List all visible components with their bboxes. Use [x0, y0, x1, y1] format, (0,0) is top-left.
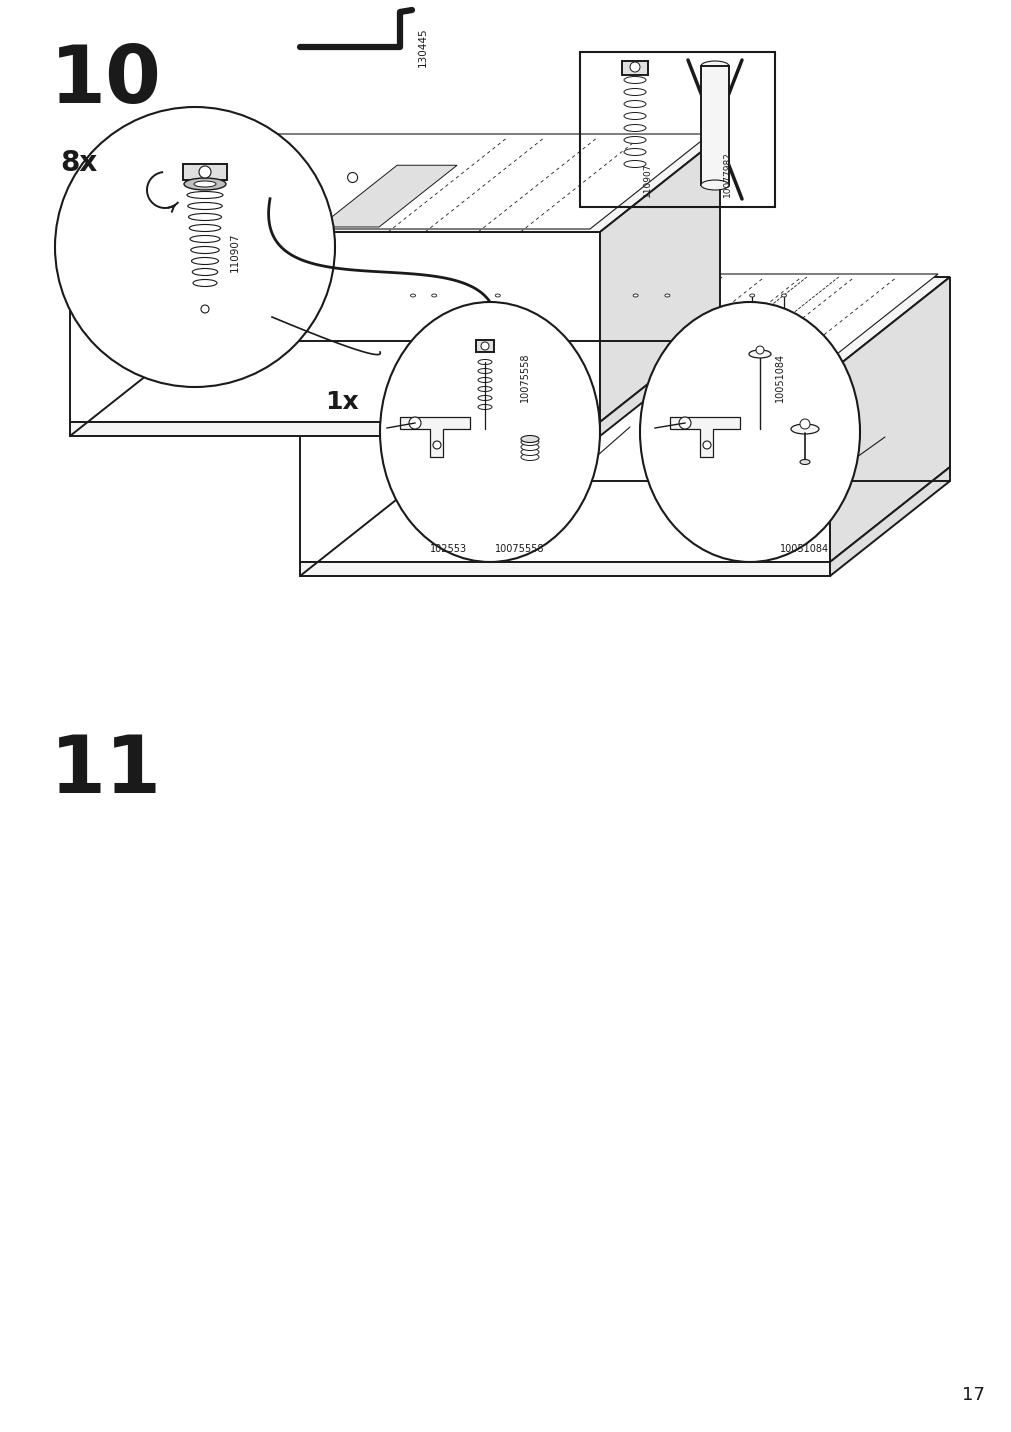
Ellipse shape	[184, 178, 225, 190]
Circle shape	[630, 62, 639, 72]
Ellipse shape	[664, 294, 669, 296]
Polygon shape	[829, 276, 949, 561]
Ellipse shape	[477, 404, 491, 410]
Polygon shape	[600, 326, 719, 435]
Ellipse shape	[521, 438, 539, 445]
Circle shape	[755, 347, 763, 354]
Text: 10075558: 10075558	[520, 352, 530, 402]
Circle shape	[347, 172, 357, 182]
Text: 130445: 130445	[418, 27, 428, 67]
Ellipse shape	[701, 180, 728, 190]
Text: 110907: 110907	[642, 162, 651, 198]
Polygon shape	[299, 276, 949, 372]
Ellipse shape	[477, 359, 491, 365]
Polygon shape	[70, 137, 719, 232]
Ellipse shape	[791, 424, 818, 434]
Text: 10075558: 10075558	[494, 544, 544, 554]
Ellipse shape	[800, 460, 809, 464]
Ellipse shape	[624, 100, 645, 107]
Circle shape	[800, 420, 809, 430]
Polygon shape	[318, 165, 457, 228]
Ellipse shape	[432, 294, 437, 296]
Ellipse shape	[477, 395, 491, 401]
Ellipse shape	[187, 192, 222, 199]
Polygon shape	[70, 422, 600, 435]
Ellipse shape	[748, 349, 770, 358]
Ellipse shape	[639, 302, 859, 561]
Ellipse shape	[379, 302, 600, 561]
Circle shape	[408, 417, 421, 430]
Text: 10: 10	[50, 42, 162, 120]
Circle shape	[199, 166, 210, 178]
Ellipse shape	[477, 368, 491, 374]
Text: 10051084: 10051084	[774, 352, 785, 401]
Text: 11: 11	[50, 732, 162, 811]
Text: 10077982: 10077982	[722, 152, 731, 198]
Ellipse shape	[190, 246, 219, 253]
Text: 1x: 1x	[325, 390, 358, 414]
Circle shape	[480, 342, 488, 349]
Bar	[183, 165, 226, 180]
Ellipse shape	[624, 125, 645, 132]
Ellipse shape	[188, 213, 221, 221]
Ellipse shape	[477, 387, 491, 391]
Ellipse shape	[624, 160, 645, 168]
Ellipse shape	[477, 378, 491, 382]
Ellipse shape	[624, 149, 645, 156]
Ellipse shape	[191, 258, 218, 265]
Ellipse shape	[701, 62, 728, 72]
Bar	[622, 62, 647, 74]
Polygon shape	[299, 561, 829, 576]
Ellipse shape	[624, 136, 645, 143]
Circle shape	[433, 441, 441, 450]
Ellipse shape	[188, 202, 222, 209]
Circle shape	[215, 172, 224, 182]
Polygon shape	[80, 135, 710, 229]
Bar	[701, 66, 728, 185]
Polygon shape	[399, 417, 469, 457]
Polygon shape	[600, 137, 719, 422]
Ellipse shape	[190, 235, 219, 242]
Circle shape	[678, 417, 691, 430]
Circle shape	[703, 441, 711, 450]
Text: 10051084: 10051084	[779, 544, 828, 554]
Text: 102553: 102553	[430, 544, 467, 554]
Ellipse shape	[521, 435, 539, 442]
Bar	[475, 339, 493, 352]
Ellipse shape	[521, 448, 539, 455]
Ellipse shape	[410, 294, 416, 296]
Polygon shape	[311, 274, 937, 369]
Ellipse shape	[189, 225, 220, 232]
Ellipse shape	[780, 294, 786, 296]
Text: 110907: 110907	[229, 232, 240, 272]
Ellipse shape	[521, 454, 539, 461]
Text: 17: 17	[961, 1386, 984, 1403]
Polygon shape	[313, 301, 477, 367]
Ellipse shape	[749, 294, 754, 296]
Ellipse shape	[193, 279, 216, 286]
Ellipse shape	[633, 294, 638, 296]
Polygon shape	[549, 301, 703, 367]
Ellipse shape	[521, 444, 539, 451]
Ellipse shape	[624, 76, 645, 83]
Polygon shape	[70, 232, 600, 422]
Circle shape	[201, 305, 209, 314]
Polygon shape	[299, 372, 829, 561]
Ellipse shape	[494, 294, 499, 296]
Ellipse shape	[192, 269, 217, 275]
Bar	[579, 52, 774, 208]
Polygon shape	[82, 165, 235, 228]
Polygon shape	[669, 417, 739, 457]
Circle shape	[55, 107, 335, 387]
Ellipse shape	[194, 180, 215, 188]
Polygon shape	[829, 467, 949, 576]
Ellipse shape	[624, 89, 645, 96]
Ellipse shape	[624, 113, 645, 119]
Text: 8x: 8x	[60, 149, 97, 178]
